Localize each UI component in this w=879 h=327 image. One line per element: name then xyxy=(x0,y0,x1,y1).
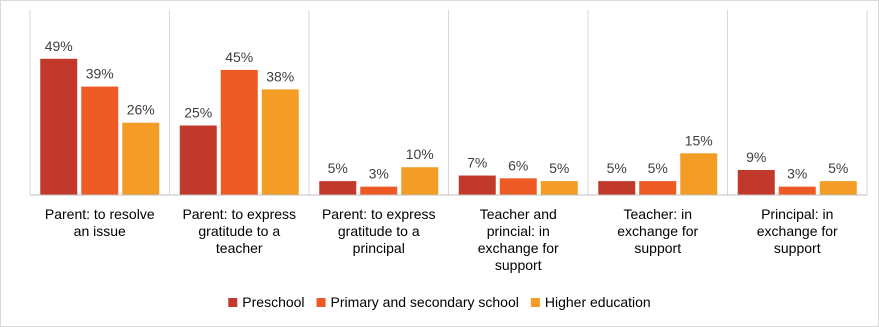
bar-preschool xyxy=(598,181,636,195)
data-label: 3% xyxy=(787,166,807,182)
data-label: 15% xyxy=(685,132,713,148)
data-label: 45% xyxy=(225,49,253,65)
bar-preschool xyxy=(40,58,78,195)
bar-primary-and-secondary-school xyxy=(639,181,677,195)
bar-primary-and-secondary-school xyxy=(81,86,119,195)
data-label: 3% xyxy=(369,166,389,182)
category-label: Teacher: in exchange for support xyxy=(617,206,698,256)
category-label: Parent: to express gratitude to a teacher xyxy=(182,206,296,256)
data-label: 5% xyxy=(607,160,627,176)
bar-higher-education xyxy=(680,153,718,195)
legend-swatch xyxy=(316,298,326,307)
data-label: 5% xyxy=(549,160,569,176)
bar-higher-education xyxy=(261,89,299,195)
legend: Preschool Primary and secondary school Hig… xyxy=(228,294,651,310)
bar-higher-education xyxy=(819,181,857,195)
data-label: 5% xyxy=(328,160,348,176)
category-label: Parent: to resolve an issue xyxy=(45,206,155,239)
category-label: Principal: in exchange for support xyxy=(757,206,838,256)
data-label: 38% xyxy=(266,68,294,84)
data-label: 25% xyxy=(184,105,212,121)
bar-higher-education xyxy=(122,122,160,195)
bar-preschool xyxy=(458,175,496,195)
category-labels-group: Parent: to resolve an issue Parent: to exp… xyxy=(45,206,838,273)
bar-primary-and-secondary-school xyxy=(220,69,258,195)
category-label: Teacher and princial: in exchange for suppo… xyxy=(478,206,559,273)
data-label: 7% xyxy=(467,155,487,171)
data-label: 5% xyxy=(828,160,848,176)
data-label: 10% xyxy=(406,146,434,162)
legend-swatch xyxy=(228,298,238,307)
data-label: 39% xyxy=(86,66,114,82)
data-label: 6% xyxy=(508,157,528,173)
legend-item: Preschool xyxy=(242,294,304,310)
bar-preschool xyxy=(179,125,217,195)
value-labels-group: 49% 39% 26% 25% 45% 38% 5% 3% 10% 7% 6% 5% 5% 5% 15% 9%… xyxy=(45,38,849,182)
bar-higher-education xyxy=(540,181,578,195)
bars-group xyxy=(40,58,857,195)
bar-preschool xyxy=(319,181,357,195)
category-separators xyxy=(29,10,868,195)
category-label: Parent: to express gratitude to a principa… xyxy=(322,206,436,256)
bar-higher-education xyxy=(401,167,439,195)
bar-primary-and-secondary-school xyxy=(778,186,816,195)
legend-item: Primary and secondary school xyxy=(331,294,519,310)
data-label: 49% xyxy=(45,38,73,54)
bar-primary-and-secondary-school xyxy=(499,178,537,195)
bar-primary-and-secondary-school xyxy=(360,186,398,195)
data-label: 9% xyxy=(746,149,766,165)
bar-preschool xyxy=(737,169,775,195)
legend-swatch xyxy=(530,298,540,307)
data-label: 26% xyxy=(127,102,155,118)
legend-item: Higher education xyxy=(545,294,651,310)
data-label: 5% xyxy=(648,160,668,176)
